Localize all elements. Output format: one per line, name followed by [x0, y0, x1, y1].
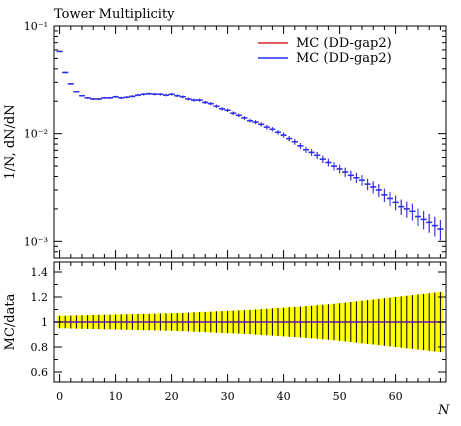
- legend-label-2: MC (DD-gap2): [296, 51, 392, 66]
- x-tick-label-0: 0: [56, 390, 63, 403]
- x-axis-label: N: [437, 403, 450, 418]
- chart-title: Tower Multiplicity: [54, 7, 175, 22]
- top-data: [56, 50, 444, 241]
- ratio-y-tick-label-4: 1.4: [31, 266, 49, 279]
- ratio-y-tick-label-2: 1: [41, 316, 48, 329]
- top-axis-ticks: 10⁻³ 10⁻² 10⁻¹: [24, 20, 446, 258]
- x-tick-label-3: 30: [221, 390, 235, 403]
- ratio-y-axis-label: MC/data: [3, 293, 18, 350]
- top-y-tick-label-1: 10⁻²: [24, 128, 48, 141]
- ratio-y-tick-label-0: 0.6: [31, 366, 49, 379]
- x-tick-label-2: 20: [165, 390, 179, 403]
- top-y-axis-label: 1/N, dN/dN: [3, 104, 18, 179]
- legend-label-1: MC (DD-gap2): [296, 36, 392, 51]
- ratio-y-tick-label-3: 1.2: [31, 291, 49, 304]
- legend: MC (DD-gap2) MC (DD-gap2): [258, 36, 392, 66]
- x-tick-label-6: 60: [389, 390, 403, 403]
- x-tick-label-5: 50: [333, 390, 347, 403]
- top-y-tick-label-0: 10⁻³: [24, 235, 48, 248]
- top-y-tick-label-2: 10⁻¹: [24, 20, 48, 33]
- ratio-axis-ticks: 0 10 20 30 40 50 60 0.6 0.8 1 1.2 1.4: [31, 262, 446, 403]
- x-tick-label-1: 10: [109, 390, 123, 403]
- ratio-y-tick-label-1: 0.8: [31, 341, 49, 354]
- x-tick-label-4: 40: [277, 390, 291, 403]
